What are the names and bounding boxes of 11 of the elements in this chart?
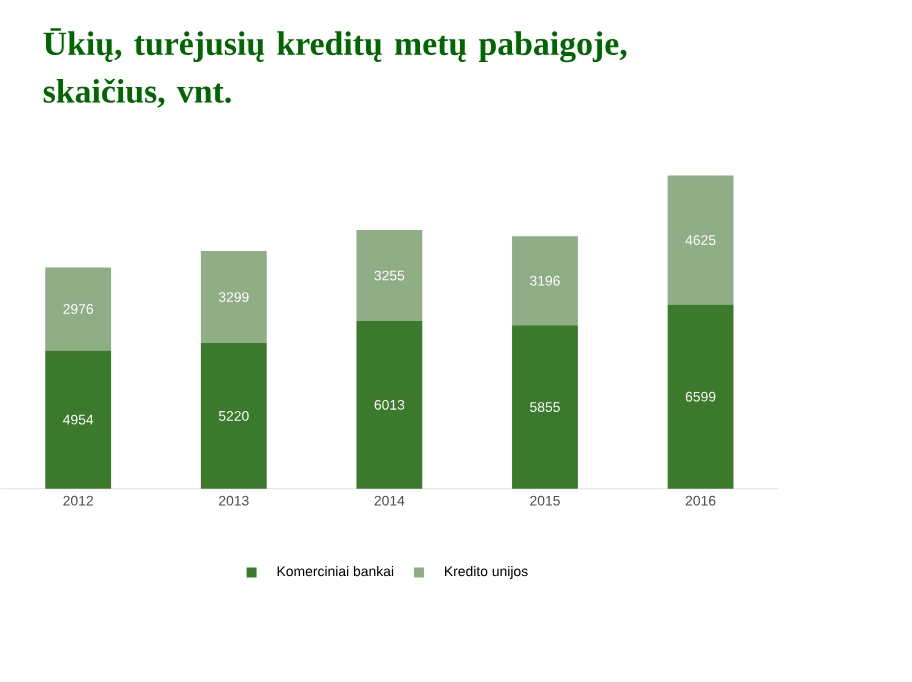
bar <box>512 236 578 326</box>
bar <box>667 304 734 489</box>
chart-title: Ūkių, turėjusių kreditų metų pabaigoje, skaičius, vnt. <box>43 28 627 108</box>
bar <box>356 230 423 321</box>
bar <box>200 250 267 343</box>
bar <box>356 320 423 489</box>
bar <box>667 175 734 305</box>
bar <box>45 350 112 489</box>
bar <box>512 325 578 489</box>
bar <box>200 342 267 489</box>
bar <box>45 267 112 351</box>
